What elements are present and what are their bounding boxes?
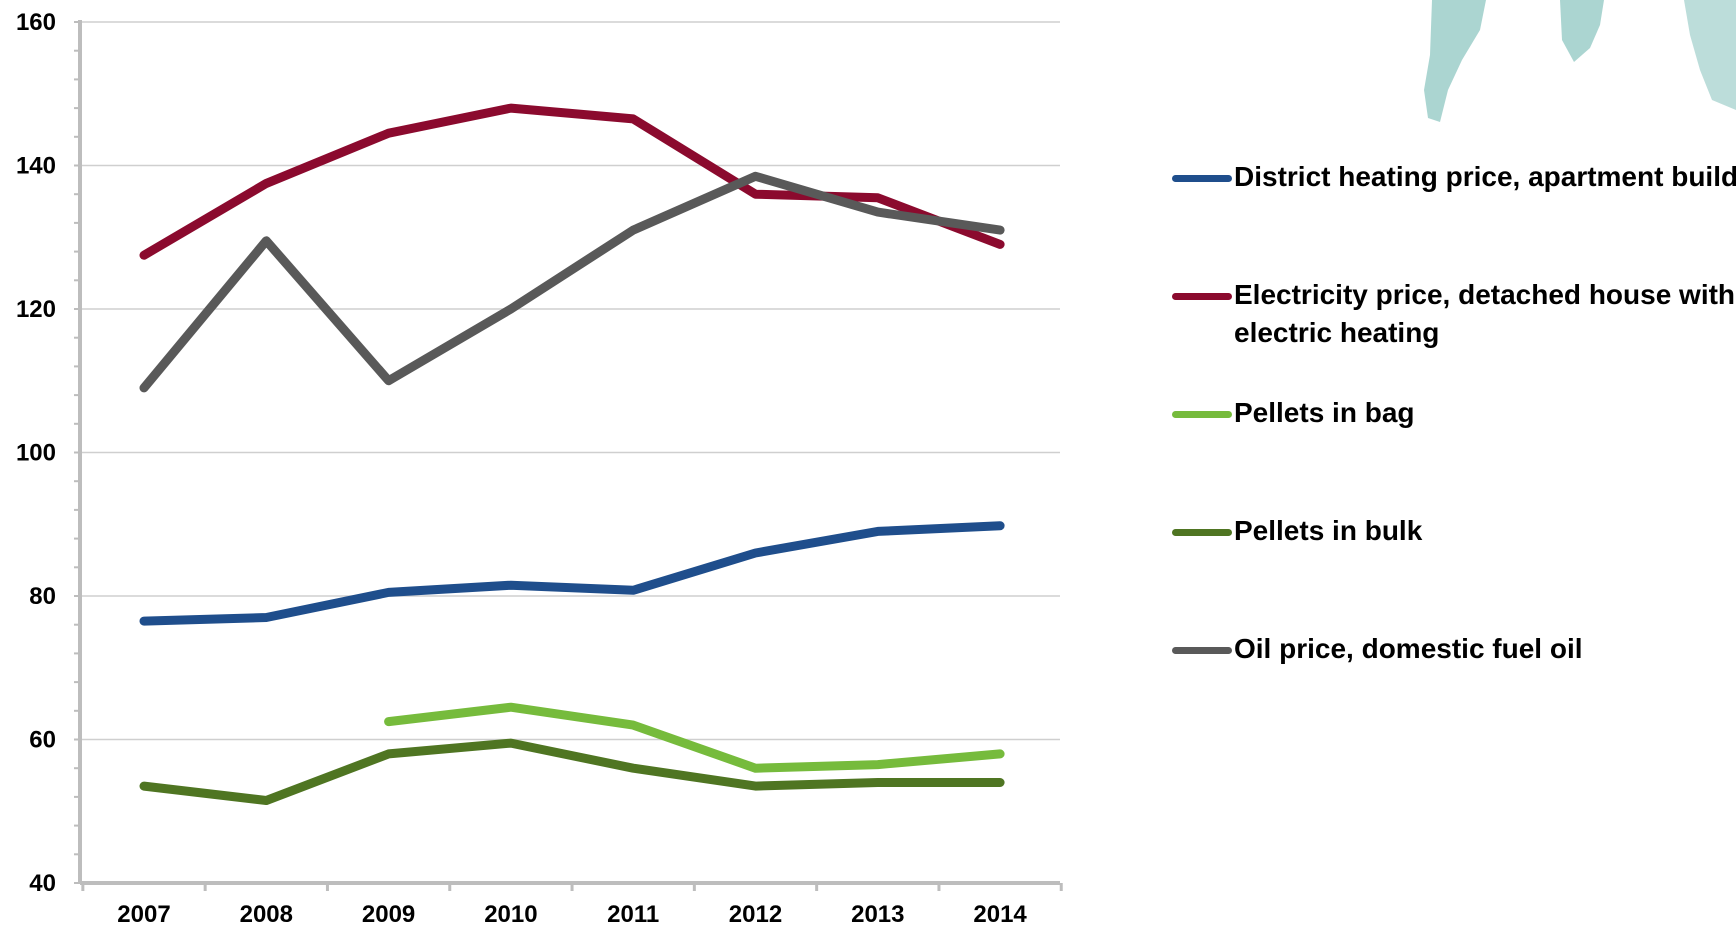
legend-swatch [1172, 529, 1232, 536]
y-tick-label: 140 [16, 153, 56, 180]
legend-swatch [1172, 647, 1232, 654]
series-line [139, 171, 1005, 393]
y-tick-label: 120 [16, 296, 56, 323]
x-tick-label: 2008 [240, 901, 293, 928]
legend-label: District heating price, apartment buildi… [1234, 161, 1736, 192]
y-tick-label: 40 [29, 870, 56, 897]
x-tick-label: 2013 [851, 901, 904, 928]
x-axis-tick-labels: 2007 2008 2009 2010 2011 2012 2013 2014 [117, 901, 1027, 928]
series-line [384, 702, 1005, 773]
legend-swatch [1172, 411, 1232, 418]
legend-label: Pellets in bulk [1234, 515, 1423, 546]
series-line [139, 103, 1005, 260]
x-tick-label: 2014 [973, 901, 1027, 928]
legend-label: Pellets in bag [1234, 397, 1415, 428]
x-tick-label: 2010 [484, 901, 537, 928]
x-tick-label: 2011 [607, 901, 659, 928]
legend-item: Oil price, domestic fuel oil [1172, 630, 1736, 668]
y-tick-label: 160 [16, 9, 56, 36]
legend-item: Pellets in bulk [1172, 512, 1736, 550]
gridlines [80, 21, 1060, 741]
series-lines [139, 103, 1005, 805]
legend-item: Electricity price, detached house with e… [1172, 276, 1736, 352]
y-tick-label: 60 [29, 727, 56, 754]
axes [74, 20, 1063, 891]
legend-item: Pellets in bag [1172, 394, 1736, 432]
x-tick-label: 2009 [362, 901, 415, 928]
legend-label: Electricity price, detached house with e… [1234, 279, 1736, 348]
y-tick-label: 100 [16, 440, 56, 467]
world-map-decoration [1424, 0, 1736, 122]
series-line [139, 521, 1005, 626]
x-tick-label: 2012 [729, 901, 782, 928]
y-tick-label: 80 [29, 583, 56, 610]
legend-label: Oil price, domestic fuel oil [1234, 633, 1583, 664]
y-axis-tick-labels: 40 60 80 100 120 140 160 [16, 9, 56, 897]
x-tick-label: 2007 [117, 901, 170, 928]
legend-swatch [1172, 175, 1232, 182]
legend-swatch [1172, 293, 1232, 300]
series-line [139, 738, 1005, 805]
legend-item: District heating price, apartment buildi… [1172, 158, 1736, 196]
